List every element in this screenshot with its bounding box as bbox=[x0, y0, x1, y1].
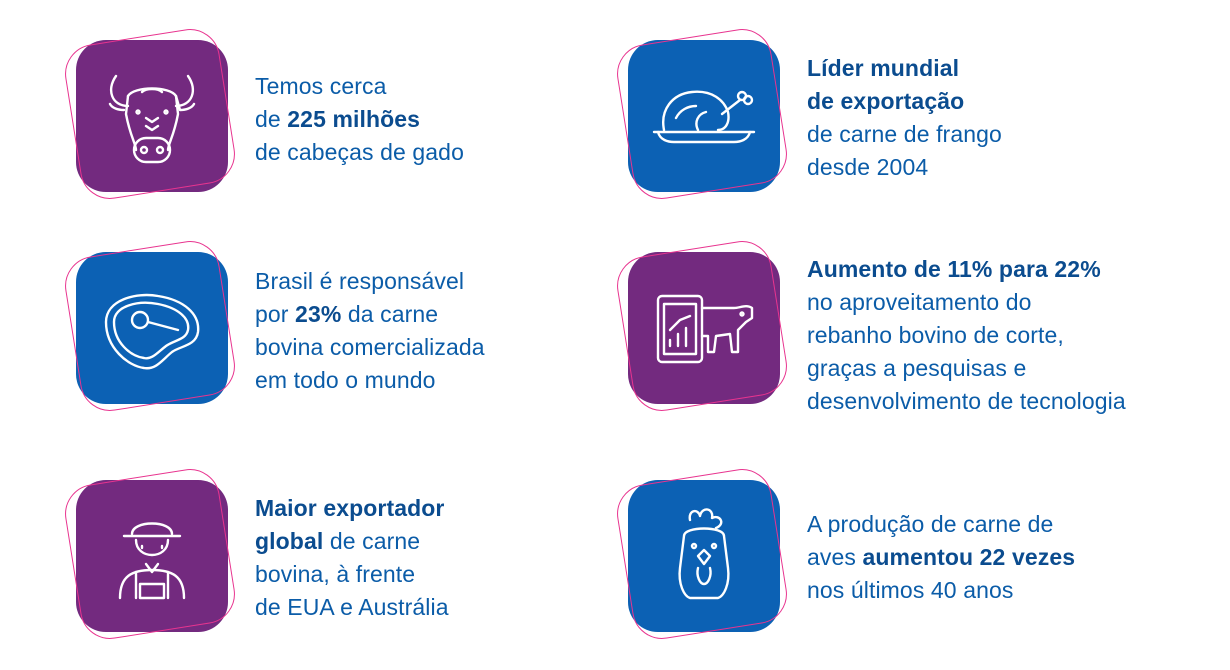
highlight-text: Líder mundial bbox=[807, 55, 960, 81]
stat-text: Líder mundial de exportação de carne de fr… bbox=[807, 52, 1002, 184]
body-text: de carne bbox=[323, 528, 421, 554]
stat-line: desenvolvimento de tecnologia bbox=[807, 385, 1126, 418]
stat-line: no aproveitamento do bbox=[807, 286, 1126, 319]
tile bbox=[612, 236, 792, 416]
stat-text: Temos cerca de 225 milhões de cabeças de g… bbox=[255, 70, 464, 169]
stat-line: global de carne bbox=[255, 525, 449, 558]
tile bbox=[612, 464, 792, 644]
stat-line: Brasil é responsável bbox=[255, 265, 485, 298]
body-text: de EUA e Austrália bbox=[255, 594, 449, 620]
tile bbox=[60, 236, 240, 416]
stat-text: Aumento de 11% para 22% no aproveitamento… bbox=[807, 253, 1126, 418]
body-text: rebanho bovino de corte, bbox=[807, 322, 1064, 348]
body-text: de bbox=[255, 106, 288, 132]
highlight-text: global bbox=[255, 528, 324, 554]
stat-line: bovina comercializada bbox=[255, 331, 485, 364]
body-text: Temos cerca bbox=[255, 73, 387, 99]
tile bbox=[60, 24, 240, 204]
stat-line: Líder mundial bbox=[807, 52, 1002, 85]
stat-line: Aumento de 11% para 22% bbox=[807, 253, 1126, 286]
body-text: graças a pesquisas e bbox=[807, 355, 1027, 381]
tile bbox=[612, 24, 792, 204]
roast-chicken-icon bbox=[652, 90, 756, 144]
body-text: desde 2004 bbox=[807, 154, 929, 180]
stat-line: aves aumentou 22 vezes bbox=[807, 541, 1075, 574]
cow-chart-icon bbox=[656, 294, 754, 364]
stat-line: de carne de frango bbox=[807, 118, 1002, 151]
body-text: nos últimos 40 anos bbox=[807, 577, 1014, 603]
stat-line: nos últimos 40 anos bbox=[807, 574, 1075, 607]
stat-line: Maior exportador bbox=[255, 492, 449, 525]
stat-line: de EUA e Austrália bbox=[255, 591, 449, 624]
highlight-text: de exportação bbox=[807, 88, 965, 114]
stat-line: de exportação bbox=[807, 85, 1002, 118]
steak-icon bbox=[104, 293, 200, 370]
bull-icon bbox=[108, 74, 196, 164]
stat-text: Maior exportador global de carne bovina, à… bbox=[255, 492, 449, 624]
stat-line: desde 2004 bbox=[807, 151, 1002, 184]
stat-line: em todo o mundo bbox=[255, 364, 485, 397]
rooster-icon bbox=[678, 508, 730, 600]
stat-line: rebanho bovino de corte, bbox=[807, 319, 1126, 352]
body-text: A produção de carne de bbox=[807, 511, 1054, 537]
stat-line: bovina, à frente bbox=[255, 558, 449, 591]
stat-text: Brasil é responsável por 23% da carne bovi… bbox=[255, 265, 485, 397]
stat-line: Temos cerca bbox=[255, 70, 464, 103]
body-text: Brasil é responsável bbox=[255, 268, 465, 294]
stat-line: de 225 milhões bbox=[255, 103, 464, 136]
highlight-text: Aumento de 11% para 22% bbox=[807, 256, 1101, 282]
body-text: em todo o mundo bbox=[255, 367, 436, 393]
body-text: bovina comercializada bbox=[255, 334, 485, 360]
body-text: de cabeças de gado bbox=[255, 139, 464, 165]
tile bbox=[60, 464, 240, 644]
body-text: aves bbox=[807, 544, 863, 570]
body-text: no aproveitamento do bbox=[807, 289, 1032, 315]
farmer-icon bbox=[118, 522, 186, 600]
body-text: por bbox=[255, 301, 296, 327]
stat-text: A produção de carne de aves aumentou 22 v… bbox=[807, 508, 1075, 607]
body-text: desenvolvimento de tecnologia bbox=[807, 388, 1126, 414]
highlight-text: aumentou 22 vezes bbox=[862, 544, 1076, 570]
highlight-text: Maior exportador bbox=[255, 495, 445, 521]
highlight-text: 225 milhões bbox=[287, 106, 421, 132]
body-text: bovina, à frente bbox=[255, 561, 416, 587]
highlight-text: 23% bbox=[295, 301, 342, 327]
stat-line: A produção de carne de bbox=[807, 508, 1075, 541]
stat-line: por 23% da carne bbox=[255, 298, 485, 331]
body-text: da carne bbox=[341, 301, 439, 327]
body-text: de carne de frango bbox=[807, 121, 1002, 147]
stat-line: graças a pesquisas e bbox=[807, 352, 1126, 385]
stat-line: de cabeças de gado bbox=[255, 136, 464, 169]
